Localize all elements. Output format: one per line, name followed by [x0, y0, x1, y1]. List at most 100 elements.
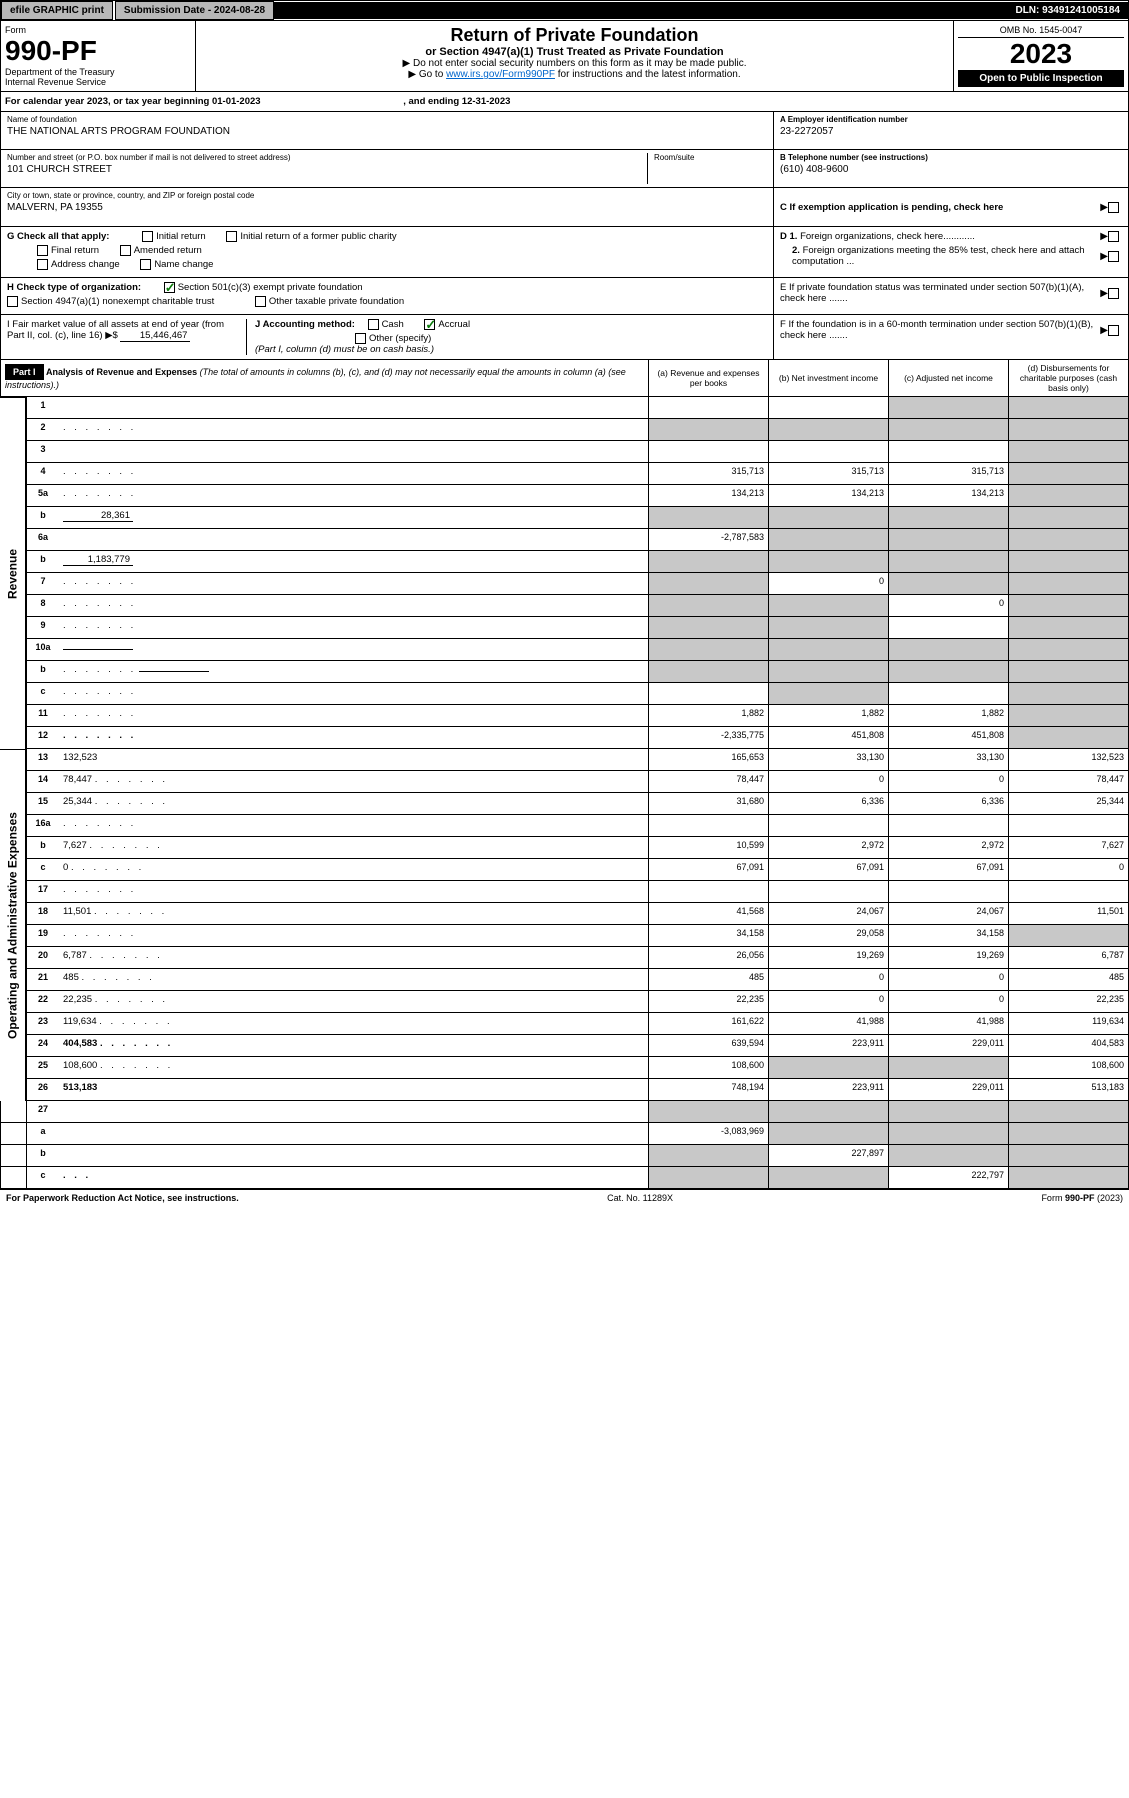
row-number: 4: [27, 463, 59, 484]
cell-c: [888, 1101, 1008, 1122]
cell-a: 34,158: [648, 925, 768, 946]
cell-b: [768, 529, 888, 550]
h-section: H Check type of organization: Section 50…: [1, 278, 773, 314]
exemption-checkbox[interactable]: [1108, 202, 1119, 213]
row-number: 2: [27, 419, 59, 440]
cb-4947[interactable]: [7, 296, 18, 307]
cell-a: [648, 661, 768, 682]
table-row: 5a . . . . . . .134,213134,213134,213: [26, 485, 1129, 507]
row-number: 22: [27, 991, 59, 1012]
table-row: 3: [26, 441, 1129, 463]
table-row: 12 . . . . . . .-2,335,775451,808451,808: [26, 727, 1129, 749]
cell-c: 0: [888, 595, 1008, 616]
cell-c: [888, 1145, 1008, 1166]
cell-d: 6,787: [1008, 947, 1128, 968]
row-number: 18: [27, 903, 59, 924]
cell-b: 0: [768, 573, 888, 594]
cell-c: 315,713: [888, 463, 1008, 484]
cell-a: 22,235: [648, 991, 768, 1012]
cell-d: [1008, 617, 1128, 638]
table-row: 206,787 . . . . . . .26,05619,26919,2696…: [26, 947, 1129, 969]
efile-button[interactable]: efile GRAPHIC print: [1, 1, 113, 20]
cell-b: 0: [768, 969, 888, 990]
cb-final[interactable]: [37, 245, 48, 256]
cb-terminated[interactable]: [1108, 288, 1119, 299]
form-header: Form 990-PF Department of the Treasury I…: [0, 21, 1129, 92]
row-description: 132,523: [59, 749, 648, 770]
row-description: 11,501 . . . . . . .: [59, 903, 648, 924]
cell-d: [1008, 1101, 1128, 1122]
cb-address[interactable]: [37, 259, 48, 270]
cell-c: 24,067: [888, 903, 1008, 924]
col-a-header: (a) Revenue and expenses per books: [648, 360, 768, 396]
cb-initial[interactable]: [142, 231, 153, 242]
table-row: 6a-2,787,583: [26, 529, 1129, 551]
cb-accrual[interactable]: [424, 319, 435, 330]
cb-initial-former[interactable]: [226, 231, 237, 242]
cell-c: [888, 881, 1008, 902]
table-row: a-3,083,969: [0, 1123, 1129, 1145]
cb-85pct[interactable]: [1108, 251, 1119, 262]
footer: For Paperwork Reduction Act Notice, see …: [0, 1189, 1129, 1206]
cell-d: 11,501: [1008, 903, 1128, 924]
cell-a: [648, 639, 768, 660]
phone-box: B Telephone number (see instructions) (6…: [774, 150, 1128, 188]
cell-d: 0: [1008, 859, 1128, 880]
row-number: 26: [27, 1079, 59, 1100]
cell-c: 0: [888, 771, 1008, 792]
cell-c: [888, 639, 1008, 660]
header-right: OMB No. 1545-0047 2023 Open to Public In…: [953, 21, 1128, 91]
cell-d: [1008, 815, 1128, 836]
cell-c: 0: [888, 991, 1008, 1012]
table-row: 4 . . . . . . .315,713315,713315,713: [26, 463, 1129, 485]
row-number: c: [27, 1167, 59, 1188]
cell-d: [1008, 463, 1128, 484]
cell-d: 7,627: [1008, 837, 1128, 858]
row-number: 3: [27, 441, 59, 462]
cell-c: 229,011: [888, 1079, 1008, 1100]
phone: (610) 408-9600: [780, 162, 1122, 175]
row-description: 513,183: [59, 1079, 648, 1100]
cell-a: 134,213: [648, 485, 768, 506]
cell-b: [768, 683, 888, 704]
cb-name-change[interactable]: [140, 259, 151, 270]
row-number: 15: [27, 793, 59, 814]
cell-a: 639,594: [648, 1035, 768, 1056]
cell-b: 19,269: [768, 947, 888, 968]
table-row: 25108,600 . . . . . . .108,600108,600: [26, 1057, 1129, 1079]
cell-d: [1008, 683, 1128, 704]
cb-cash[interactable]: [368, 319, 379, 330]
table-row: b 1,183,779: [26, 551, 1129, 573]
table-row: 23119,634 . . . . . . .161,62241,98841,9…: [26, 1013, 1129, 1035]
cell-b: [768, 551, 888, 572]
cb-60month[interactable]: [1108, 325, 1119, 336]
table-row: 1811,501 . . . . . . .41,56824,06724,067…: [26, 903, 1129, 925]
cell-d: [1008, 441, 1128, 462]
cell-c: 33,130: [888, 749, 1008, 770]
row-description: 1,183,779: [59, 551, 648, 572]
cell-b: [768, 441, 888, 462]
cell-b: 223,911: [768, 1079, 888, 1100]
cell-b: 29,058: [768, 925, 888, 946]
row-number: 14: [27, 771, 59, 792]
irs-link[interactable]: www.irs.gov/Form990PF: [446, 69, 555, 80]
row-number: 20: [27, 947, 59, 968]
cb-501c3[interactable]: [164, 282, 175, 293]
cell-a: [648, 1145, 768, 1166]
row-number: 21: [27, 969, 59, 990]
cell-d: [1008, 529, 1128, 550]
table-row: 17 . . . . . . .: [26, 881, 1129, 903]
cb-foreign[interactable]: [1108, 231, 1119, 242]
row-description: 22,235 . . . . . . .: [59, 991, 648, 1012]
cell-b: 41,988: [768, 1013, 888, 1034]
part1-desc: Part I Analysis of Revenue and Expenses …: [1, 360, 648, 396]
cb-other-taxable[interactable]: [255, 296, 266, 307]
table-row: 2222,235 . . . . . . .22,2350022,235: [26, 991, 1129, 1013]
cb-amended[interactable]: [120, 245, 131, 256]
cell-b: [768, 881, 888, 902]
cell-c: 6,336: [888, 793, 1008, 814]
form-label: Form: [5, 25, 191, 35]
cb-other-method[interactable]: [355, 333, 366, 344]
row-number: 24: [27, 1035, 59, 1056]
cell-b: [768, 419, 888, 440]
